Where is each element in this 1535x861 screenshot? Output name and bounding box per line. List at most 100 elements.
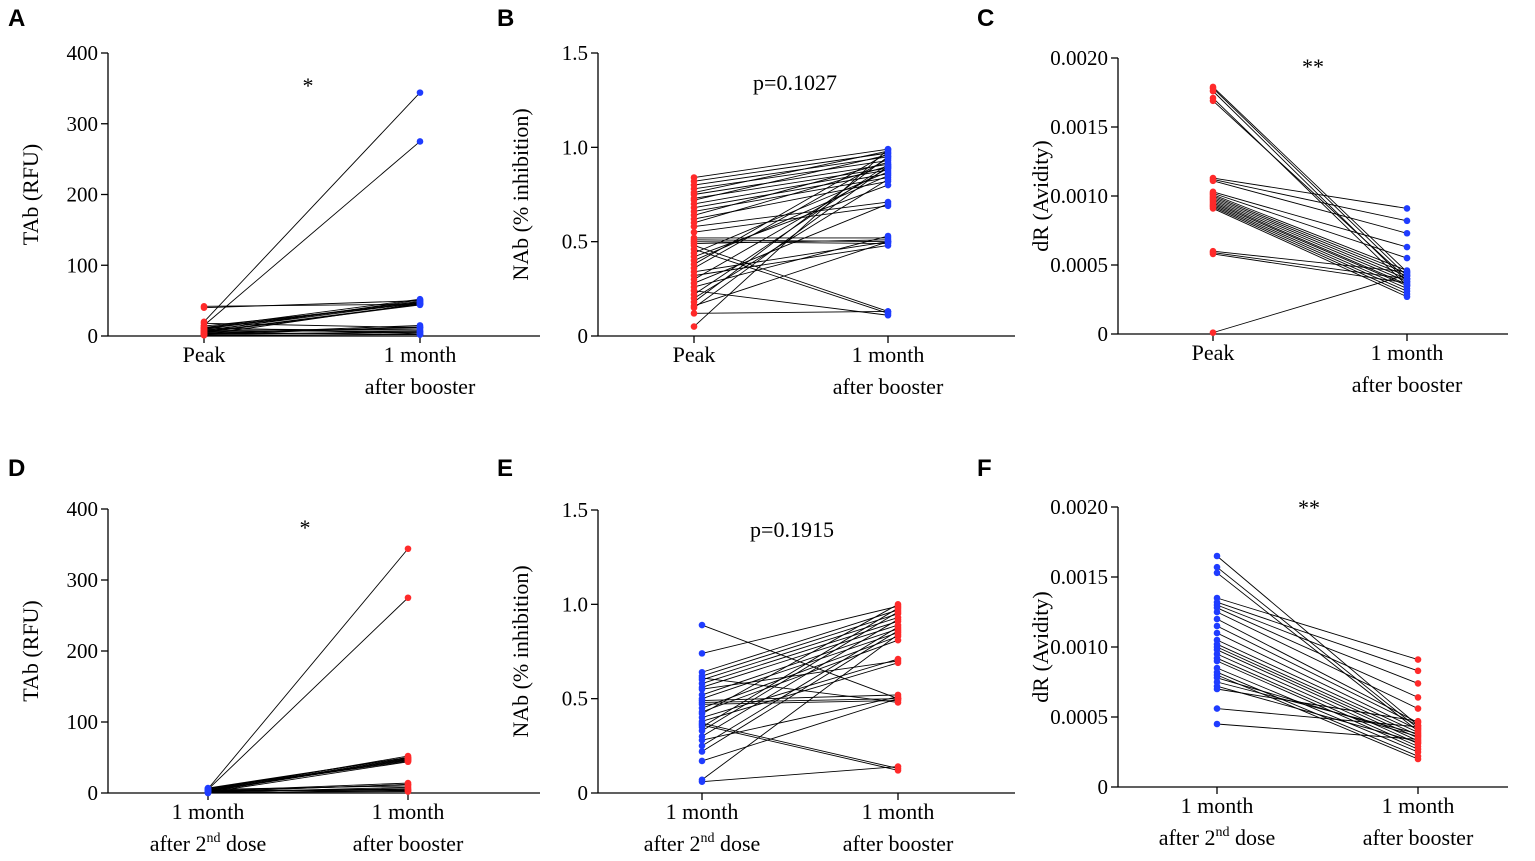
pair-line	[1216, 653, 1419, 745]
y-axis-title: dR (Avidity)	[1028, 591, 1053, 702]
data-point-left	[1209, 97, 1217, 105]
pair-line	[693, 239, 889, 245]
data-point-right	[884, 176, 892, 183]
pair-line	[1212, 206, 1408, 295]
data-points	[698, 601, 902, 785]
pair-line	[1212, 88, 1408, 277]
pair-line	[203, 300, 421, 329]
y-tick-label: 0.0020	[1050, 495, 1108, 519]
pair-line	[701, 698, 899, 703]
pair-line	[701, 609, 899, 673]
data-point-right	[1403, 254, 1411, 262]
pair-line	[1216, 611, 1419, 710]
pair-line	[693, 173, 889, 209]
pair-line	[1216, 646, 1419, 739]
significance-annotation: *	[300, 515, 311, 540]
data-point-right	[884, 232, 892, 240]
pair-line	[693, 239, 889, 243]
pair-line	[1216, 688, 1419, 722]
data-point-right	[894, 636, 902, 644]
data-point-right	[1403, 205, 1411, 212]
data-point-left	[1213, 615, 1221, 623]
pair-line	[207, 759, 409, 792]
panel-d: D 0 100 200 300 400 1 month after 2nd dose 1 mon…	[8, 455, 540, 856]
pair-line	[1212, 90, 1408, 282]
pair-line	[1212, 201, 1408, 285]
data-point-left	[690, 228, 698, 236]
pair-line	[1212, 274, 1408, 334]
pair-line	[1216, 643, 1419, 736]
pair-line	[1216, 677, 1419, 738]
y-tick-label: 0	[578, 324, 589, 348]
pair-line	[1212, 203, 1408, 289]
data-point-right	[416, 331, 424, 338]
data-point-left	[1209, 177, 1217, 185]
pair-line	[1216, 667, 1419, 753]
y-tick-label: 0.5	[562, 687, 588, 711]
data-point-right	[416, 138, 424, 145]
panel-a: A 0 100 200 300 400 Peak 1 month after booster TA…	[8, 5, 540, 399]
y-tick-label: 0.0005	[1050, 253, 1108, 277]
data-point-right	[1414, 723, 1422, 731]
pair-lines	[203, 92, 421, 336]
pair-line	[1212, 253, 1408, 284]
pair-line	[1216, 566, 1419, 729]
pair-line	[1212, 202, 1408, 287]
data-point-right	[894, 657, 902, 665]
pair-line	[203, 92, 421, 323]
x-category-label: 1 month	[372, 799, 445, 824]
x-category-label: Peak	[1192, 340, 1235, 365]
pair-line	[207, 791, 409, 793]
panel-c: C 0 0.0005 0.0010 0.0015 0.0020 Peak 1 month aft…	[977, 5, 1508, 397]
data-points	[200, 89, 424, 339]
pair-line	[203, 332, 421, 336]
y-tick-label: 0.0010	[1050, 184, 1108, 208]
data-point-left	[1209, 329, 1217, 336]
data-point-right	[1403, 243, 1411, 251]
data-point-right	[404, 756, 412, 763]
data-point-right	[894, 699, 902, 706]
y-tick-label: 100	[67, 710, 99, 734]
data-point-right	[1414, 656, 1422, 663]
pair-line	[701, 632, 899, 700]
data-points	[1213, 552, 1422, 763]
y-tick-label: 400	[67, 497, 99, 521]
pair-line	[1216, 572, 1419, 732]
panel-b: B 0 0.5 1.0 1.5 Peak 1 month after booster NAb (…	[497, 5, 1015, 399]
panel-letter: A	[8, 5, 25, 32]
y-tick-label: 100	[67, 253, 99, 277]
pair-line	[693, 158, 889, 269]
pair-line	[207, 784, 409, 793]
y-axis-title: NAb (% inhibition)	[508, 565, 533, 737]
data-point-right	[1403, 271, 1411, 278]
pair-line	[1216, 607, 1419, 698]
pair-line	[1212, 191, 1408, 248]
pair-line	[203, 300, 421, 309]
pair-line	[693, 165, 889, 309]
x-category-label: after 2nd dose	[1159, 825, 1276, 850]
pair-line	[1212, 100, 1408, 280]
significance-annotation: **	[1298, 495, 1320, 520]
panel-e: E 0 0.5 1.0 1.5 1 month after 2nd dose 1 month a…	[497, 455, 1015, 856]
pair-line	[693, 201, 889, 228]
data-point-left	[690, 310, 698, 317]
pair-line	[1212, 86, 1408, 273]
pair-line	[701, 724, 899, 771]
data-point-right	[1414, 667, 1422, 675]
data-point-right	[894, 763, 902, 770]
pair-line	[693, 167, 889, 199]
pair-line	[701, 662, 899, 722]
y-tick-label: 1.5	[562, 41, 588, 65]
data-point-left	[698, 685, 706, 693]
panel-letter: B	[497, 5, 514, 32]
data-point-right	[1414, 730, 1422, 738]
significance-annotation: *	[303, 73, 314, 98]
data-point-left	[690, 223, 698, 230]
pair-line	[1216, 601, 1419, 672]
pair-line	[701, 634, 899, 781]
data-point-right	[894, 616, 902, 623]
data-point-left	[1209, 205, 1217, 212]
pair-lines	[207, 548, 409, 794]
data-point-right	[404, 781, 412, 788]
y-tick-label: 300	[67, 568, 99, 592]
